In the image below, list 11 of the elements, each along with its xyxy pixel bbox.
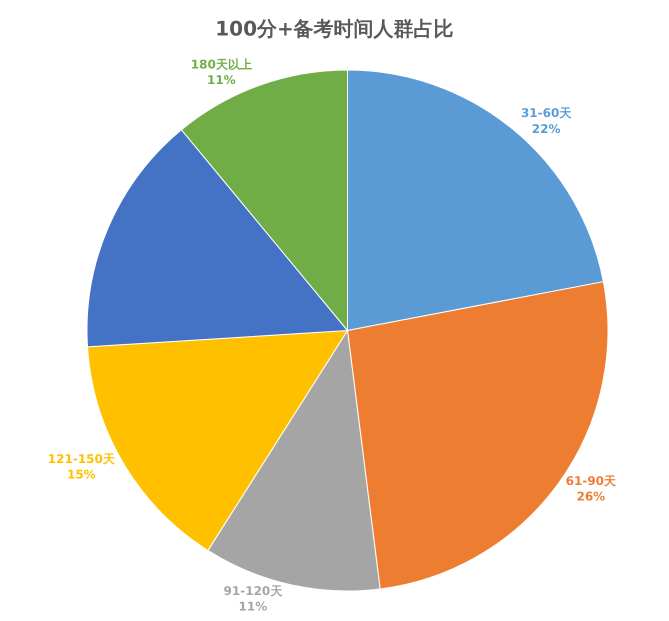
data-label: 11% xyxy=(206,73,236,88)
slice-label: 31-60天 xyxy=(520,106,572,120)
data-label: 15% xyxy=(66,468,96,482)
data-label: 26% xyxy=(576,490,606,504)
chart-title: 100分+备考时间人群占比 xyxy=(215,16,454,41)
slice-label: 91-120天 xyxy=(224,584,284,598)
slice-label: 61-90天 xyxy=(566,474,618,488)
data-label: 11% xyxy=(238,600,268,614)
data-label: 22% xyxy=(532,122,561,136)
slice-label: 180天以上 xyxy=(190,58,252,72)
slice-label: 121-150天 xyxy=(48,452,116,466)
